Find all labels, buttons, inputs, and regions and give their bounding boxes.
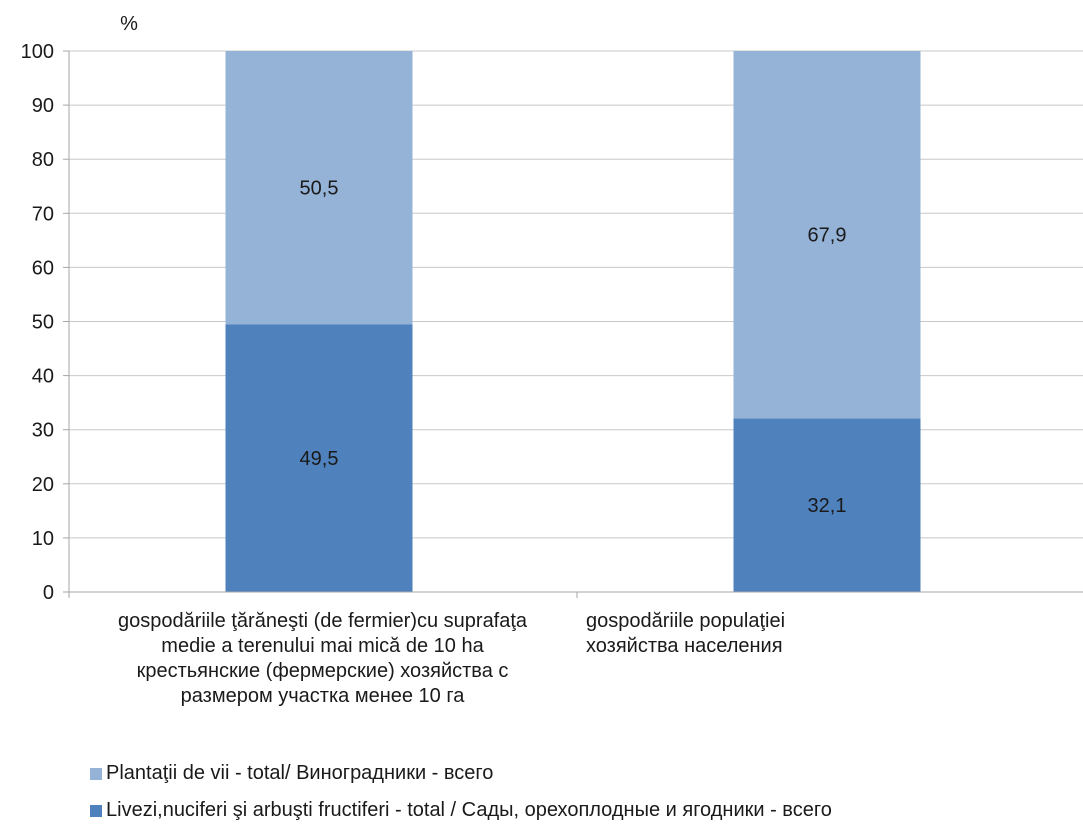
- legend-label: Plantaţii de vii - total/ Виноградники -…: [106, 762, 494, 784]
- y-tick-label: 40: [32, 366, 54, 388]
- category-label-line: размером участка менее 10 га: [180, 685, 465, 707]
- y-tick-label: 80: [32, 149, 54, 171]
- bars: [225, 51, 921, 592]
- legend-label: Livezi,nuciferi şi arbuşti fructiferi - …: [106, 799, 832, 821]
- data-label: 50,5: [300, 178, 339, 200]
- gridlines: [69, 50, 1083, 539]
- category-label-line: крестьянские (фермерские) хозяйства с: [136, 660, 509, 682]
- legend-swatch: [90, 767, 102, 780]
- data-label: 32,1: [808, 495, 847, 517]
- data-labels: 49,5 50,5 32,1 67,9: [300, 178, 847, 518]
- y-tick-label: 20: [32, 474, 54, 496]
- y-tick-label: 50: [32, 312, 54, 334]
- category-label-population-households: gospodăriile populaţiei хозяйства населе…: [586, 609, 1006, 659]
- data-label: 49,5: [300, 448, 339, 470]
- y-tick-label: 0: [43, 582, 54, 604]
- y-tick-label: 10: [32, 528, 54, 550]
- y-axis-unit: %: [120, 13, 138, 35]
- bar-segment: [225, 324, 413, 592]
- bar-segment: [733, 418, 921, 592]
- bar-segment: [733, 51, 921, 419]
- y-tick-label: 70: [32, 203, 54, 225]
- y-tick-label: 90: [32, 95, 54, 117]
- y-tick-label: 60: [32, 257, 54, 279]
- category-label-line: gospodăriile populaţiei: [586, 610, 786, 632]
- legend-item-vineyards: Plantaţii de vii - total/ Виноградники -…: [90, 762, 493, 785]
- data-label: 67,9: [808, 225, 847, 247]
- bar-segment: [225, 51, 413, 325]
- legend-swatch: [90, 804, 102, 817]
- category-label-line: medie a terenului mai mică de 10 ha: [161, 635, 484, 657]
- y-tick-label: 30: [32, 420, 54, 442]
- legend-item-orchards: Livezi,nuciferi şi arbuşti fructiferi - …: [90, 799, 832, 822]
- category-label-line: хозяйства населения: [586, 635, 783, 657]
- category-label-farm-households: gospodăriile ţărăneşti (de fermier)cu su…: [70, 609, 575, 709]
- category-label-line: gospodăriile ţărăneşti (de fermier)cu su…: [117, 610, 528, 632]
- y-tick-label: 100: [21, 41, 54, 63]
- axes: 0 10 20 30 40 50 60 70 80 90 100: [21, 41, 1083, 604]
